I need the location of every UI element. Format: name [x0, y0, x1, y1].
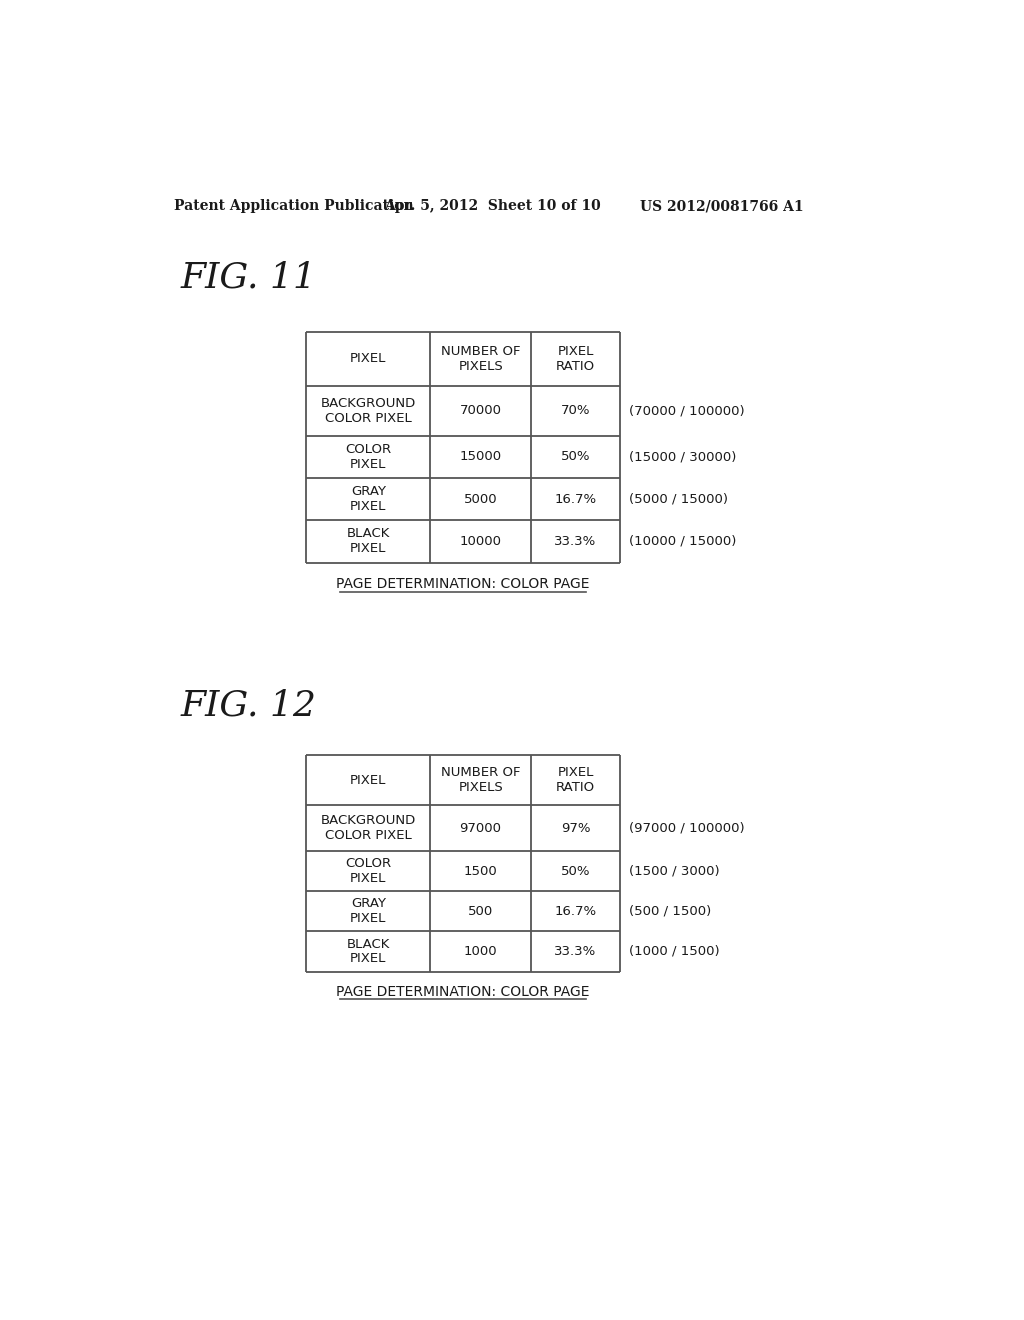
- Text: 33.3%: 33.3%: [554, 945, 597, 958]
- Text: (500 / 1500): (500 / 1500): [630, 906, 712, 917]
- Text: 16.7%: 16.7%: [555, 492, 597, 506]
- Text: GRAY
PIXEL: GRAY PIXEL: [350, 898, 386, 925]
- Text: BLACK
PIXEL: BLACK PIXEL: [346, 528, 390, 556]
- Text: (5000 / 15000): (5000 / 15000): [630, 492, 728, 506]
- Text: BACKGROUND
COLOR PIXEL: BACKGROUND COLOR PIXEL: [321, 396, 416, 425]
- Text: 97%: 97%: [561, 822, 590, 834]
- Text: PAGE DETERMINATION: COLOR PAGE: PAGE DETERMINATION: COLOR PAGE: [337, 577, 590, 591]
- Text: FIG. 12: FIG. 12: [180, 688, 316, 722]
- Text: COLOR
PIXEL: COLOR PIXEL: [345, 858, 391, 886]
- Text: (10000 / 15000): (10000 / 15000): [630, 535, 737, 548]
- Text: NUMBER OF
PIXELS: NUMBER OF PIXELS: [441, 345, 520, 372]
- Text: 15000: 15000: [460, 450, 502, 463]
- Text: 70000: 70000: [460, 404, 502, 417]
- Text: (1000 / 1500): (1000 / 1500): [630, 945, 720, 958]
- Text: PIXEL: PIXEL: [350, 774, 386, 787]
- Text: BLACK
PIXEL: BLACK PIXEL: [346, 937, 390, 965]
- Text: (70000 / 100000): (70000 / 100000): [630, 404, 745, 417]
- Text: PIXEL
RATIO: PIXEL RATIO: [556, 766, 595, 795]
- Text: (97000 / 100000): (97000 / 100000): [630, 822, 745, 834]
- Text: 33.3%: 33.3%: [554, 535, 597, 548]
- Text: PAGE DETERMINATION: COLOR PAGE: PAGE DETERMINATION: COLOR PAGE: [337, 985, 590, 998]
- Text: 97000: 97000: [460, 822, 502, 834]
- Text: Apr. 5, 2012  Sheet 10 of 10: Apr. 5, 2012 Sheet 10 of 10: [384, 199, 600, 213]
- Text: COLOR
PIXEL: COLOR PIXEL: [345, 442, 391, 471]
- Text: FIG. 11: FIG. 11: [180, 261, 316, 294]
- Text: NUMBER OF
PIXELS: NUMBER OF PIXELS: [441, 766, 520, 795]
- Text: US 2012/0081766 A1: US 2012/0081766 A1: [640, 199, 803, 213]
- Text: PIXEL
RATIO: PIXEL RATIO: [556, 345, 595, 372]
- Text: PIXEL: PIXEL: [350, 352, 386, 366]
- Text: 1500: 1500: [464, 865, 498, 878]
- Text: GRAY
PIXEL: GRAY PIXEL: [350, 486, 386, 513]
- Text: 16.7%: 16.7%: [555, 906, 597, 917]
- Text: 10000: 10000: [460, 535, 502, 548]
- Text: (1500 / 3000): (1500 / 3000): [630, 865, 720, 878]
- Text: 50%: 50%: [561, 450, 590, 463]
- Text: 5000: 5000: [464, 492, 498, 506]
- Text: 1000: 1000: [464, 945, 498, 958]
- Text: BACKGROUND
COLOR PIXEL: BACKGROUND COLOR PIXEL: [321, 814, 416, 842]
- Text: (15000 / 30000): (15000 / 30000): [630, 450, 737, 463]
- Text: 70%: 70%: [561, 404, 590, 417]
- Text: 50%: 50%: [561, 865, 590, 878]
- Text: Patent Application Publication: Patent Application Publication: [174, 199, 414, 213]
- Text: 500: 500: [468, 906, 494, 917]
